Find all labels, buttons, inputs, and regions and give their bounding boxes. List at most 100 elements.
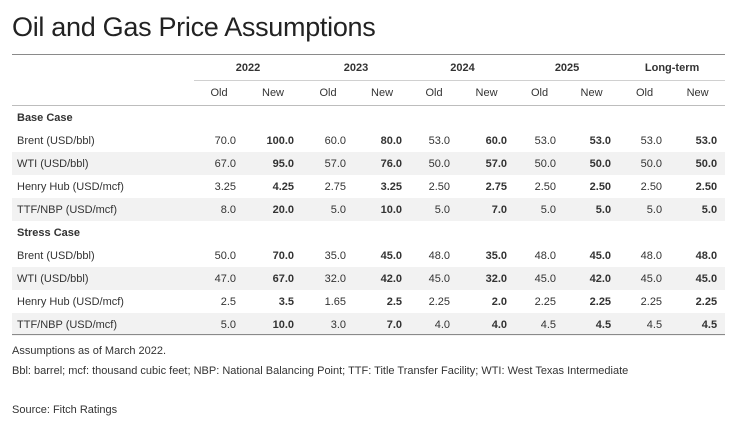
old-value-cell: 48.0: [428, 249, 451, 262]
new-value-cell: 76.0: [354, 152, 411, 175]
new-value-cell: 5.0: [670, 198, 726, 221]
new-value-cell: 32.0: [458, 267, 516, 290]
new-header: New: [244, 80, 303, 106]
table-row: TTF/NBP (USD/mcf) 8.0 20.0 5.0 10.0 5.0 7.0 5.0…: [12, 198, 726, 221]
year-header-blank: [12, 55, 194, 81]
new-value-cell: 53.0: [695, 134, 718, 147]
old-header: Old: [410, 80, 459, 106]
old-value-cell: 48.0: [534, 249, 557, 262]
old-value-cell: 70.0: [214, 134, 236, 147]
new-value-cell: 10.0: [244, 313, 303, 336]
section-title: Base Case: [17, 111, 73, 124]
year-header-row: 2022 2023 2024 2025 Long-term: [12, 55, 726, 81]
old-value-cell: 45.0: [619, 267, 671, 290]
row-label: TTF/NBP (USD/mcf): [12, 313, 194, 336]
new-value-cell: 80.0: [380, 134, 403, 147]
row-label: Henry Hub (USD/mcf): [17, 180, 124, 193]
new-value-cell: 67.0: [244, 267, 303, 290]
old-value-cell: 2.25: [534, 295, 557, 308]
new-value-cell: 2.0: [491, 295, 508, 308]
new-value-cell: 2.50: [589, 180, 612, 193]
assumption-date-note: Assumptions as of March 2022.: [12, 345, 167, 357]
year-header-2024: 2024: [410, 55, 516, 81]
new-value-cell: 45.0: [380, 249, 403, 262]
old-value-cell: 50.0: [214, 249, 236, 262]
old-value-cell: 4.0: [410, 313, 459, 336]
table-row: Brent (USD/bbl) 70.0 100.0 60.0 80.0 53.0 60.0…: [12, 129, 725, 152]
new-value-cell: 20.0: [244, 198, 303, 221]
new-value-cell: 7.0: [354, 313, 411, 336]
new-value-cell: 70.0: [272, 249, 295, 262]
old-header: Old: [515, 80, 565, 106]
bottom-rule: [12, 334, 725, 335]
new-value-cell: 50.0: [564, 152, 620, 175]
table-body: 2022 2023 2024 2025 Long-term Old New Ol…: [12, 55, 726, 336]
old-value-cell: 32.0: [302, 267, 355, 290]
row-label: WTI (USD/bbl): [12, 152, 194, 175]
page-title: Oil and Gas Price Assumptions: [12, 12, 376, 42]
top-rule: [12, 54, 725, 55]
abbreviations-note: Bbl: barrel; mcf: thousand cubic feet; N…: [12, 365, 629, 377]
new-value-cell: 100.0: [266, 134, 295, 147]
new-value-cell: 4.5: [564, 313, 620, 336]
new-value-cell: 60.0: [485, 134, 508, 147]
old-value-cell: 50.0: [619, 152, 671, 175]
old-value-cell: 5.0: [302, 198, 355, 221]
old-value-cell: 53.0: [534, 134, 557, 147]
new-value-cell: 45.0: [589, 249, 612, 262]
old-value-cell: 5.0: [194, 313, 244, 336]
new-value-cell: 3.25: [380, 180, 403, 193]
table-row: WTI (USD/bbl) 47.0 67.0 32.0 42.0 45.0 32.0 45.…: [12, 267, 726, 290]
new-header: New: [670, 80, 726, 106]
table-row: WTI (USD/bbl) 67.0 95.0 57.0 76.0 50.0 57.0 50.…: [12, 152, 726, 175]
new-value-cell: 45.0: [670, 267, 726, 290]
new-value-cell: 35.0: [485, 249, 508, 262]
old-value-cell: 50.0: [515, 152, 565, 175]
old-value-cell: 2.25: [428, 295, 451, 308]
new-value-cell: 2.5: [386, 295, 403, 308]
new-value-cell: 4.25: [272, 180, 295, 193]
year-header-2023: 2023: [302, 55, 411, 81]
new-value-cell: 42.0: [354, 267, 411, 290]
old-value-cell: 2.50: [428, 180, 451, 193]
old-header: Old: [302, 80, 355, 106]
new-value-cell: 2.25: [589, 295, 612, 308]
row-label: Henry Hub (USD/mcf): [17, 295, 124, 308]
section-header-row: Stress Case: [12, 221, 725, 244]
year-header-2025: 2025: [515, 55, 620, 81]
old-value-cell: 57.0: [302, 152, 355, 175]
old-new-header-row: Old New Old New Old New Old New Old New: [12, 80, 726, 106]
old-value-cell: 48.0: [640, 249, 663, 262]
row-label: TTF/NBP (USD/mcf): [12, 198, 194, 221]
new-value-cell: 42.0: [564, 267, 620, 290]
old-value-cell: 5.0: [515, 198, 565, 221]
row-label: Brent (USD/bbl): [17, 249, 95, 262]
new-value-cell: 57.0: [458, 152, 516, 175]
old-value-cell: 2.5: [220, 295, 236, 308]
section-title: Stress Case: [17, 226, 80, 239]
old-header: Old: [194, 80, 244, 106]
year-header-2022: 2022: [194, 55, 303, 81]
old-value-cell: 67.0: [194, 152, 244, 175]
new-value-cell: 2.25: [695, 295, 718, 308]
new-value-cell: 4.0: [458, 313, 516, 336]
table-row: Brent (USD/bbl) 50.0 70.0 35.0 45.0 48.0 35.0 4…: [12, 244, 725, 267]
new-value-cell: 53.0: [589, 134, 612, 147]
row-label: Brent (USD/bbl): [17, 134, 95, 147]
old-value-cell: 3.0: [302, 313, 355, 336]
new-value-cell: 95.0: [244, 152, 303, 175]
old-value-cell: 45.0: [515, 267, 565, 290]
old-value-cell: 2.50: [640, 180, 663, 193]
table-row: Henry Hub (USD/mcf) 3.25 4.25 2.75 3.25 2.50 2…: [12, 175, 725, 198]
old-value-cell: 35.0: [324, 249, 347, 262]
old-value-cell: 53.0: [640, 134, 663, 147]
new-value-cell: 4.5: [670, 313, 726, 336]
old-value-cell: 2.50: [534, 180, 557, 193]
new-value-cell: 2.50: [695, 180, 718, 193]
old-value-cell: 4.5: [619, 313, 671, 336]
new-value-cell: 50.0: [670, 152, 726, 175]
new-header: New: [458, 80, 516, 106]
old-value-cell: 4.5: [515, 313, 565, 336]
source-note: Source: Fitch Ratings: [12, 404, 118, 416]
old-value-cell: 8.0: [194, 198, 244, 221]
